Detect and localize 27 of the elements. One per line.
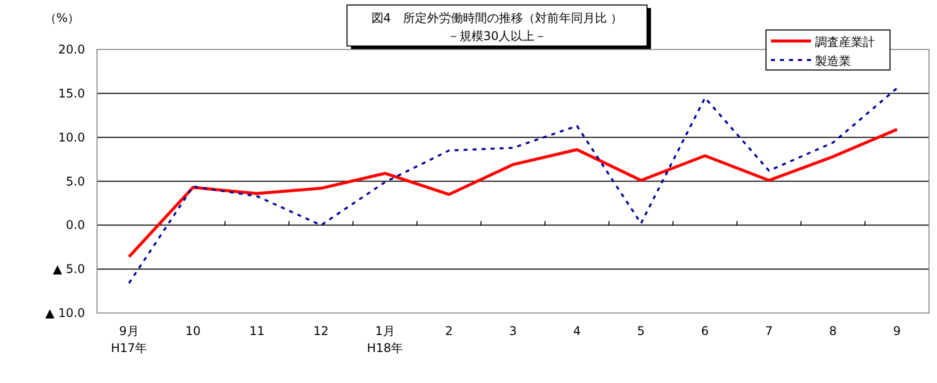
y-tick-label: ▲ 10.0	[45, 306, 85, 320]
y-tick-label: ▲ 5.0	[52, 262, 85, 276]
x-tick-label: 5	[637, 324, 645, 338]
x-tick-label: 3	[509, 324, 517, 338]
x-tick-label: 9月 H17年	[110, 324, 148, 355]
y-axis-title: （%）	[44, 11, 80, 25]
x-tick-label: 7	[765, 324, 773, 338]
x-tick-label: 12	[313, 324, 329, 338]
x-tick-label: 9	[893, 324, 901, 338]
x-tick-label: 1月 H18年	[366, 324, 404, 355]
x-tick-label: 6	[701, 324, 709, 338]
y-tick-label: 15.0	[58, 86, 85, 100]
chart-subtitle: －規模30人以上－	[447, 29, 547, 43]
line-series	[128, 87, 898, 284]
chart-title: 図4 所定外労働時間の推移（対前年同月比 ）	[371, 11, 623, 25]
x-tick-label: 4	[573, 324, 581, 338]
legend-label: 製造業	[815, 54, 851, 68]
y-tick-label: 0.0	[66, 218, 85, 232]
line-series	[128, 128, 898, 258]
y-tick-label: 10.0	[58, 130, 85, 144]
legend-label: 調査産業計	[815, 35, 875, 49]
y-tick-label: 20.0	[58, 42, 85, 56]
x-tick-label: 2	[445, 324, 453, 338]
x-tick-label: 8	[829, 324, 837, 338]
x-tick-label: 11	[249, 324, 265, 338]
y-tick-label: 5.0	[66, 174, 85, 188]
x-tick-label: 10	[185, 324, 201, 338]
